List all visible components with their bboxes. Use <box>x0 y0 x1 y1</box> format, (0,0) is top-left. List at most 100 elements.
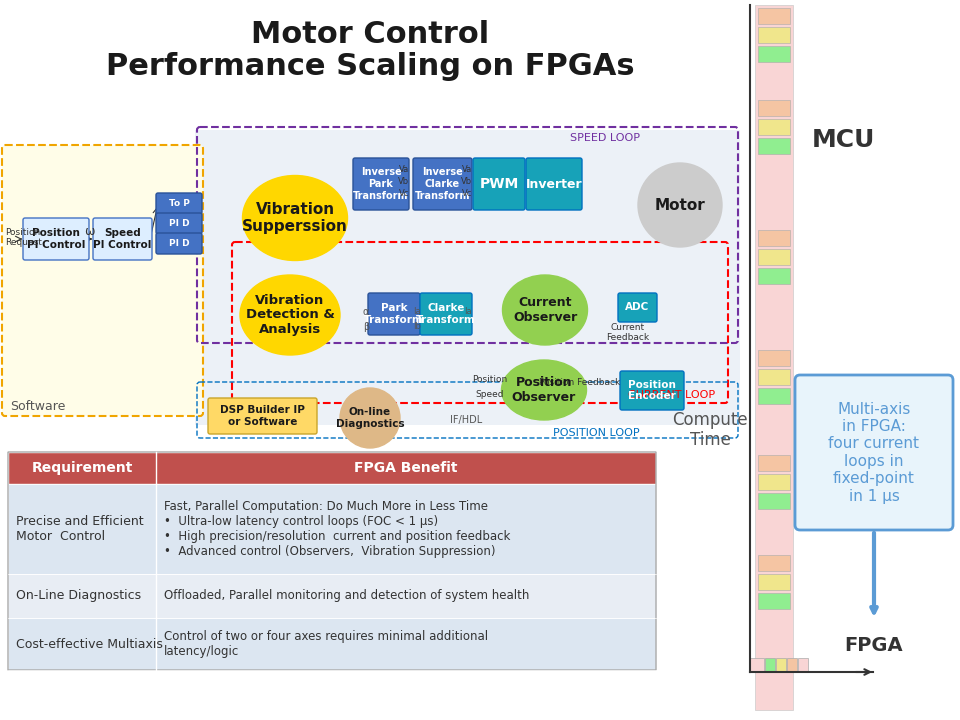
Text: Vb: Vb <box>461 177 472 186</box>
Text: Speed: Speed <box>476 390 504 399</box>
FancyBboxPatch shape <box>208 398 317 434</box>
Text: Position Feedback: Position Feedback <box>539 378 620 387</box>
Bar <box>758 230 790 246</box>
Text: Precise and Efficient
Motor  Control: Precise and Efficient Motor Control <box>16 515 144 543</box>
Bar <box>758 555 790 571</box>
Bar <box>8 484 656 574</box>
Text: Multi-axis
in FPGA:
four current
loops in
fixed-point
in 1 μs: Multi-axis in FPGA: four current loops i… <box>828 402 920 503</box>
Ellipse shape <box>502 275 588 345</box>
Bar <box>755 5 793 710</box>
Text: PI D: PI D <box>169 239 189 248</box>
FancyBboxPatch shape <box>413 158 472 210</box>
Text: Offloaded, Parallel monitoring and detection of system health: Offloaded, Parallel monitoring and detec… <box>164 590 529 603</box>
Text: Speed
PI Control: Speed PI Control <box>93 228 152 250</box>
Text: PWM: PWM <box>479 177 518 191</box>
Text: Position
Request: Position Request <box>5 228 42 248</box>
Bar <box>8 452 656 484</box>
Text: On-line
Diagnostics: On-line Diagnostics <box>336 408 404 429</box>
Bar <box>758 119 790 135</box>
Text: PI D: PI D <box>169 219 189 228</box>
Circle shape <box>340 388 400 448</box>
Text: Software: Software <box>10 400 65 413</box>
Text: Ia: Ia <box>414 307 421 316</box>
Text: Ia: Ia <box>465 307 472 316</box>
FancyBboxPatch shape <box>620 371 684 410</box>
FancyBboxPatch shape <box>526 158 582 210</box>
Text: α: α <box>363 307 369 317</box>
FancyBboxPatch shape <box>353 158 409 210</box>
Bar <box>758 249 790 265</box>
Bar <box>758 593 790 609</box>
Text: Park
Transform: Park Transform <box>364 303 424 325</box>
FancyBboxPatch shape <box>368 293 420 335</box>
Bar <box>758 46 790 62</box>
Text: On-Line Diagnostics: On-Line Diagnostics <box>16 590 141 603</box>
Text: SPEED LOOP: SPEED LOOP <box>570 133 640 143</box>
FancyBboxPatch shape <box>23 218 89 260</box>
Text: Inverse
Park
Transform: Inverse Park Transform <box>353 167 409 201</box>
FancyBboxPatch shape <box>156 193 202 214</box>
Text: Control of two or four axes requires minimal additional
latency/logic: Control of two or four axes requires min… <box>164 630 488 658</box>
FancyBboxPatch shape <box>795 375 953 530</box>
Text: β: β <box>363 322 369 332</box>
Ellipse shape <box>240 275 340 355</box>
Circle shape <box>638 163 722 247</box>
Bar <box>758 493 790 509</box>
Ellipse shape <box>243 176 348 261</box>
Bar <box>758 474 790 490</box>
Text: MCU: MCU <box>811 128 875 152</box>
Text: Position
Encoder: Position Encoder <box>628 379 676 401</box>
Bar <box>758 268 790 284</box>
Ellipse shape <box>501 360 587 420</box>
Text: ω: ω <box>84 225 94 238</box>
Text: To P: To P <box>169 199 189 208</box>
FancyBboxPatch shape <box>420 293 472 335</box>
Bar <box>758 369 790 385</box>
Text: IF/HDL: IF/HDL <box>450 415 482 425</box>
Bar <box>758 8 790 24</box>
Text: FPGA: FPGA <box>845 636 903 655</box>
Text: Performance Scaling on FPGAs: Performance Scaling on FPGAs <box>106 52 635 81</box>
FancyBboxPatch shape <box>156 233 202 254</box>
Text: Requirement: Requirement <box>32 461 132 475</box>
Bar <box>758 455 790 471</box>
Text: Current
Feedback: Current Feedback <box>607 323 650 343</box>
Text: Position: Position <box>472 375 508 384</box>
Text: POSITION LOOP: POSITION LOOP <box>553 428 640 438</box>
Text: Va: Va <box>462 165 472 174</box>
Text: Ib: Ib <box>413 322 421 331</box>
Text: Vibration
Supperssion: Vibration Supperssion <box>242 202 348 234</box>
Text: FPGA Benefit: FPGA Benefit <box>354 461 458 475</box>
Text: Clarke
Transform: Clarke Transform <box>416 303 476 325</box>
FancyBboxPatch shape <box>473 158 525 210</box>
Text: CURRENT LOOP: CURRENT LOOP <box>628 390 715 400</box>
FancyBboxPatch shape <box>93 218 152 260</box>
Text: Position
PI Control: Position PI Control <box>27 228 85 250</box>
Text: Vibration
Detection &
Analysis: Vibration Detection & Analysis <box>246 294 334 336</box>
Text: Compute
Time: Compute Time <box>672 410 748 449</box>
Text: Motor: Motor <box>655 197 706 212</box>
Text: DSP Builder IP
or Software: DSP Builder IP or Software <box>220 405 305 427</box>
Bar <box>776 658 786 672</box>
Text: Vc: Vc <box>462 189 472 198</box>
Text: ADC: ADC <box>625 302 650 312</box>
Bar <box>750 658 764 672</box>
FancyBboxPatch shape <box>618 293 657 322</box>
Bar <box>798 658 808 672</box>
Bar <box>758 100 790 116</box>
Text: Current
Observer: Current Observer <box>513 296 577 324</box>
Bar <box>787 658 797 672</box>
Bar <box>765 658 775 672</box>
Text: Va: Va <box>398 165 409 174</box>
Text: Motor Control: Motor Control <box>251 20 490 49</box>
FancyBboxPatch shape <box>2 145 203 416</box>
Text: Position
Observer: Position Observer <box>512 376 576 404</box>
Text: Cost-effective Multiaxis: Cost-effective Multiaxis <box>16 637 163 650</box>
Text: Fast, Parallel Computation: Do Much More in Less Time
•  Ultra-low latency contr: Fast, Parallel Computation: Do Much More… <box>164 500 511 558</box>
Text: Inverse
Clarke
Transform: Inverse Clarke Transform <box>415 167 470 201</box>
Text: Vb: Vb <box>397 177 409 186</box>
Bar <box>758 350 790 366</box>
Bar <box>8 574 656 618</box>
Bar <box>758 388 790 404</box>
Text: Inverter: Inverter <box>526 178 583 191</box>
